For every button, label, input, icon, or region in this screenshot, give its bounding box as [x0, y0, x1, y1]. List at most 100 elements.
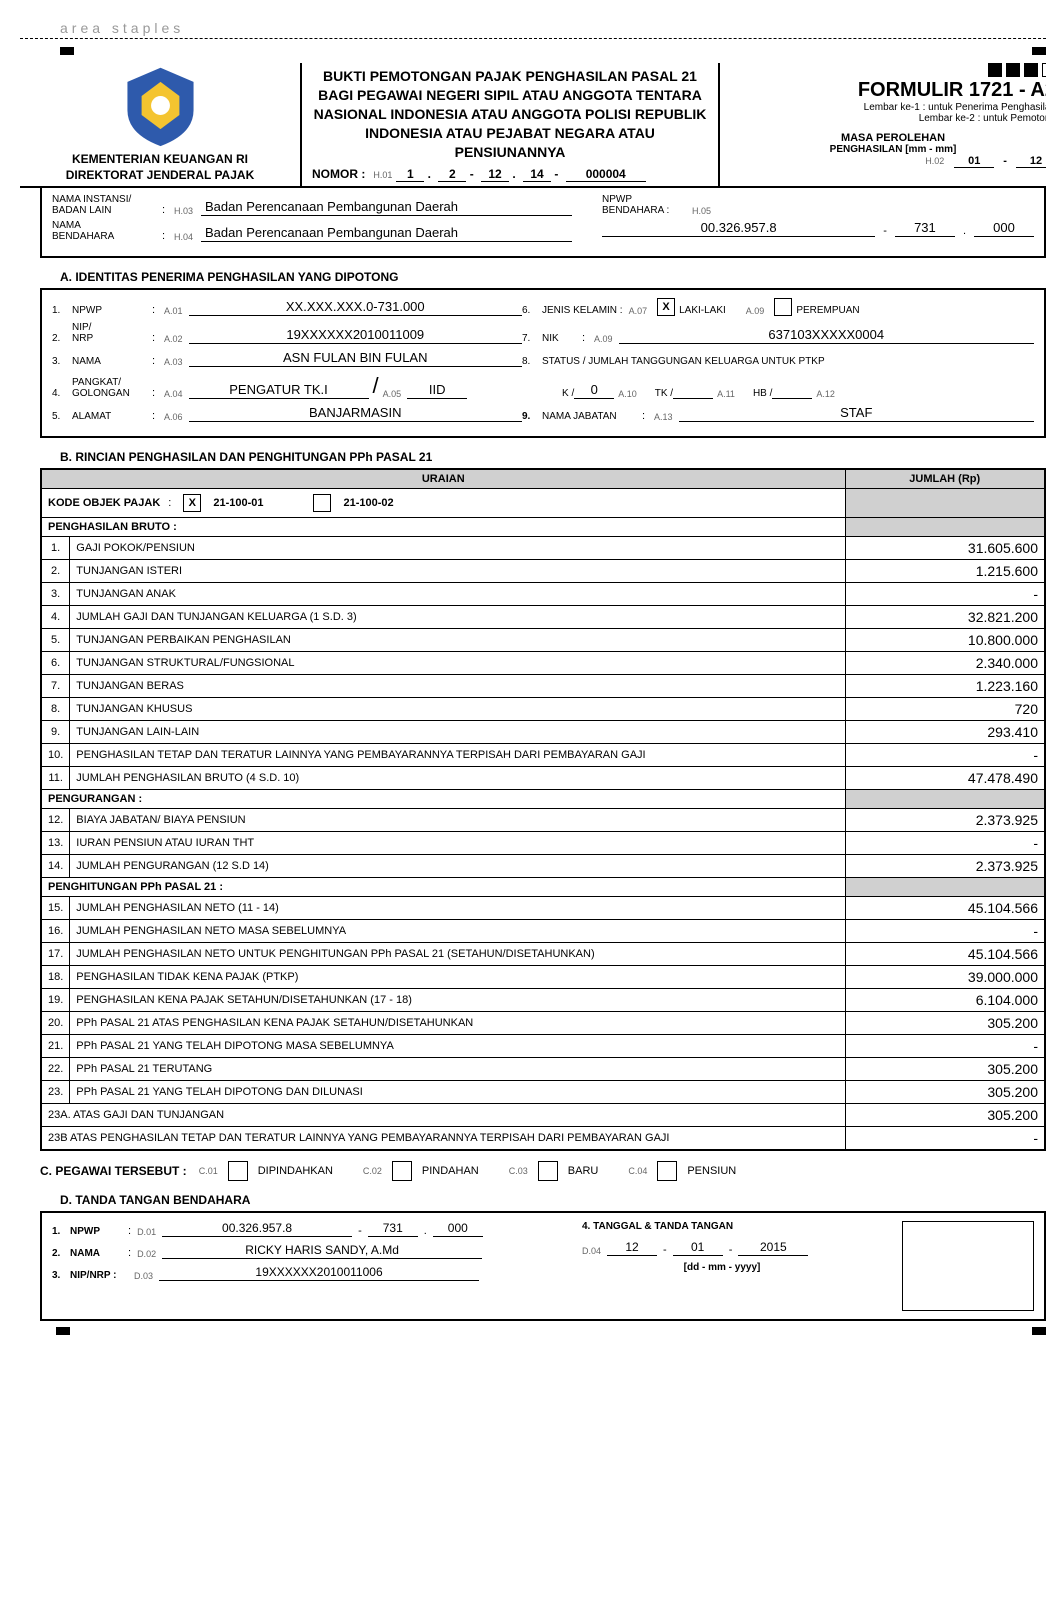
- b-row-num: 8.: [41, 698, 70, 721]
- d4-dd: 12: [607, 1240, 657, 1256]
- b-row-amount: 10.800.000: [845, 629, 1045, 652]
- b-row-num: 20.: [41, 1012, 70, 1035]
- b-row-num: 4.: [41, 606, 70, 629]
- nomor-label: NOMOR :: [312, 167, 365, 181]
- b-row-text: TUNJANGAN ISTERI: [70, 560, 845, 583]
- c-opt-label: PENSIUN: [687, 1165, 736, 1177]
- nomor-p3: 12: [481, 167, 509, 182]
- d3-label: NIP/NRP :: [70, 1270, 128, 1281]
- ptkp-hb-value: [772, 397, 812, 399]
- masa-title: MASA PEROLEHAN: [730, 132, 1046, 144]
- section-a-box: 1. NPWP : A.01 XX.XXX.XXX.0-731.000 6. J…: [40, 288, 1046, 438]
- nomor-p2: 2: [438, 167, 466, 182]
- d3-code: D.03: [134, 1271, 153, 1281]
- instansi-label: NAMA INSTANSI/ BADAN LAIN: [52, 194, 162, 216]
- masa-to: 12: [1016, 155, 1046, 168]
- b-row-amount: 45.104.566: [845, 943, 1045, 966]
- signature-box: [902, 1221, 1034, 1311]
- bendahara-label: NAMA BENDAHARA: [52, 220, 162, 242]
- b-row-amount: 2.373.925: [845, 855, 1045, 878]
- a5-num: 5.: [52, 411, 72, 422]
- lembar-2: Lembar ke-2 : untuk Pemotong: [730, 113, 1046, 124]
- a3-code: A.03: [164, 357, 183, 367]
- b-row-num: 19.: [41, 989, 70, 1012]
- c-checkbox[interactable]: [538, 1161, 558, 1181]
- b-row-num: 12.: [41, 809, 70, 832]
- slash-icon: /: [369, 373, 383, 399]
- b-row-amount: 2.373.925: [845, 809, 1045, 832]
- c-checkbox[interactable]: [392, 1161, 412, 1181]
- kode-check-2[interactable]: [313, 494, 331, 512]
- a1-code: A.01: [164, 306, 183, 316]
- code-h04: H.04: [174, 232, 193, 242]
- b-row-amount: 293.410: [845, 721, 1045, 744]
- a1-label: NPWP: [72, 305, 152, 316]
- b-row-amount: -: [845, 1035, 1045, 1058]
- c-opt-code: C.03: [509, 1166, 528, 1176]
- a7-num: 7.: [522, 333, 542, 344]
- kode-check-1[interactable]: X: [183, 494, 201, 512]
- b-row-amount: 1.215.600: [845, 560, 1045, 583]
- b-row-amount: 6.104.000: [845, 989, 1045, 1012]
- c-checkbox[interactable]: [228, 1161, 248, 1181]
- a1-value: XX.XXX.XXX.0-731.000: [189, 299, 522, 316]
- b-row-num: 1.: [41, 537, 70, 560]
- ptkp-hb-code: A.12: [816, 389, 835, 399]
- code-h03: H.03: [174, 206, 193, 216]
- d3-num: 3.: [52, 1270, 70, 1281]
- a2-code: A.02: [164, 334, 183, 344]
- b-row-text: TUNJANGAN STRUKTURAL/FUNGSIONAL: [70, 652, 845, 675]
- a9-label: NAMA JABATAN: [542, 411, 642, 422]
- b-row-num: 23.: [41, 1081, 70, 1104]
- section-d-title: D. TANDA TANGAN BENDAHARA: [60, 1193, 1046, 1207]
- a4-value: PENGATUR TK.I: [189, 382, 369, 399]
- a9-value: STAF: [679, 405, 1034, 422]
- kode-objek-label: KODE OBJEK PAJAK: [48, 497, 160, 509]
- b-row-text: JUMLAH PENGHASILAN NETO MASA SEBELUMNYA: [70, 920, 845, 943]
- b-row-num: 3.: [41, 583, 70, 606]
- a2-num: 2.: [52, 333, 72, 344]
- a6-check-male[interactable]: X: [657, 298, 675, 316]
- kementerian-label: KEMENTERIAN KEUANGAN RI: [28, 152, 292, 168]
- npwp-bendahara-label: NPWP BENDAHARA :: [602, 194, 692, 216]
- a4-num: 4.: [52, 388, 72, 399]
- instansi-value: Badan Perencanaan Pembangunan Daerah: [201, 199, 572, 216]
- corner-boxes: [730, 63, 1046, 77]
- a3-label: NAMA: [72, 356, 152, 367]
- kode-opt1: 21-100-01: [213, 497, 263, 509]
- b-row-num: 7.: [41, 675, 70, 698]
- b-row-amount: -: [845, 744, 1045, 767]
- th-jumlah: JUMLAH (Rp): [845, 469, 1045, 489]
- a6-check-female[interactable]: [774, 298, 792, 316]
- b-row-text: TUNJANGAN LAIN-LAIN: [70, 721, 845, 744]
- b-row-text: PPh PASAL 21 YANG TELAH DIPOTONG MASA SE…: [70, 1035, 845, 1058]
- b-row-amount: 720: [845, 698, 1045, 721]
- section-b-title: B. RINCIAN PENGHASILAN DAN PENGHITUNGAN …: [60, 450, 1046, 464]
- lembar-1: Lembar ke-1 : untuk Penerima Penghasilan: [730, 102, 1046, 113]
- kode-objek-row: KODE OBJEK PAJAK : X 21-100-01 21-100-02: [41, 489, 845, 518]
- b-row-text: PENGHASILAN KENA PAJAK SETAHUN/DISETAHUN…: [70, 989, 845, 1012]
- a7-label: NIK: [542, 333, 582, 344]
- a6-code2: A.09: [746, 306, 765, 316]
- a6-num: 6.: [522, 305, 542, 316]
- header-left: KEMENTERIAN KEUANGAN RI DIREKTORAT JENDE…: [20, 63, 300, 186]
- a9-num: 9.: [522, 411, 542, 422]
- staples-label: area staples: [20, 20, 1046, 36]
- c-checkbox[interactable]: [657, 1161, 677, 1181]
- a6-opt2: PEREMPUAN: [796, 305, 859, 316]
- a5-value: BANJARMASIN: [189, 405, 522, 422]
- b-row-amount: 47.478.490: [845, 767, 1045, 790]
- b-row-num: 2.: [41, 560, 70, 583]
- b-row-amount: 1.223.160: [845, 675, 1045, 698]
- d1-v2: 731: [368, 1221, 418, 1237]
- b-row-text: PPh PASAL 21 YANG TELAH DIPOTONG DAN DIL…: [70, 1081, 845, 1104]
- b-row-num: 5.: [41, 629, 70, 652]
- header-middle: BUKTI PEMOTONGAN PAJAK PENGHASILAN PASAL…: [300, 63, 720, 186]
- b-row-num: 6.: [41, 652, 70, 675]
- b-row-text: TUNJANGAN PERBAIKAN PENGHASILAN: [70, 629, 845, 652]
- direktorat-label: DIREKTORAT JENDERAL PAJAK: [28, 168, 292, 184]
- b-row-num: 9.: [41, 721, 70, 744]
- b-row-text: JUMLAH PENGURANGAN (12 S.D 14): [70, 855, 845, 878]
- masa-row: H.02 01 - 12: [730, 155, 1046, 168]
- tax-form-page: area staples KEMENTERIAN KEUANGAN RI DIR…: [20, 20, 1046, 1341]
